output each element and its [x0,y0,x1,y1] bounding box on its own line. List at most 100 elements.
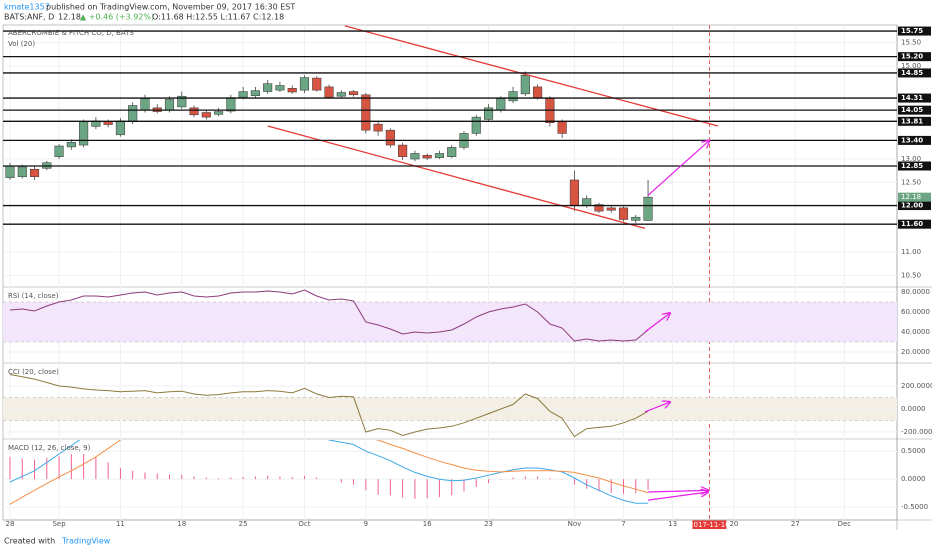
trendline [344,25,719,127]
price-label-bg [898,192,931,202]
histogram-bar [463,479,465,492]
x-tick-label: 7 [621,520,625,528]
level-label-bg [898,201,931,211]
y-tick-label: 11.00 [901,248,921,256]
histogram-bar [635,479,637,494]
level-label: 12.85 [901,162,923,170]
histogram-bar [181,474,183,480]
candle-body [201,112,211,118]
candle-body [496,98,506,111]
change: ▲ +0.46 (+3.92%) [80,13,154,22]
candle-body [189,107,199,116]
histogram-bar [377,479,379,495]
x-tick-label: 13 [668,520,677,528]
date-marker-label: 2017-11-16 [689,521,730,529]
level-label-bg [898,116,931,126]
histogram-bar [303,475,305,480]
x-tick-label: 9 [364,520,368,528]
candle-body [226,97,236,112]
candle-body [434,153,444,158]
candle-body [115,120,125,136]
candle-body [557,121,567,134]
histogram-bar [95,456,97,480]
histogram-bar [573,479,575,485]
y-tick-label: 15.50 [901,39,921,47]
arrow [647,492,708,501]
x-tick-label: Sep [52,520,66,528]
candle-body [324,86,334,98]
level-label-bg [898,26,931,36]
histogram-bar [622,479,624,494]
x-tick-label: 16 [423,520,432,528]
footer-created: Created with [4,537,55,546]
histogram-bar [193,476,195,480]
candle-body [471,116,481,134]
candle-body [618,207,629,220]
candle-body [385,129,395,146]
x-tick-label: 27 [791,520,800,528]
y-tick-label: 15.00 [901,62,921,70]
level-label: 14.85 [901,69,923,77]
y-tick-label: 0.0000 [901,475,926,483]
y-tick-label: 40.0000 [901,328,930,336]
price: 12.18 [58,13,81,22]
candle-body [214,111,224,115]
ohlc: O:11.68 H:12.55 L:11.67 C:12.18 [152,13,284,22]
histogram-bar [169,474,171,480]
candle-body [5,165,15,178]
panel-title: ABERCROMBIE & FITCH CO, D, BATS [8,29,134,37]
histogram-bar [438,479,440,498]
candle-body [66,142,76,148]
author[interactable]: kmate1357 [4,3,50,12]
level-label: 14.05 [901,106,923,114]
published: published on TradingView.com, November 0… [46,3,295,12]
histogram-bar [83,453,85,480]
y-tick-label: 0.0000 [901,405,926,413]
candle-body [103,121,113,125]
candle-body [275,85,285,91]
x-tick-label: 11 [116,520,125,528]
footer-brand[interactable]: TradingView [61,537,111,546]
panel-title: MACD (12, 26, close, 9) [8,444,91,452]
y-tick-label: 20.0000 [901,348,930,356]
candle-body [54,145,64,157]
histogram-bar [242,476,244,480]
candle-body [410,153,420,160]
level-label: 15.75 [901,27,923,35]
arrow [647,140,709,196]
histogram-bar [230,477,232,480]
level-label: 11.60 [901,220,923,228]
level-label: 15.20 [901,53,923,61]
x-tick-label: 25 [239,520,248,528]
y-tick-label: 12.50 [901,178,921,186]
level-label: 14.31 [901,94,923,102]
histogram-bar [9,456,11,480]
candle-body [483,107,494,120]
indicator-line [9,440,649,505]
candle-body [643,196,653,221]
candle-body [299,77,310,91]
candle-body [287,88,297,93]
y-tick-label: 0.5000 [901,447,926,455]
symbol: BATS:ANF, D [4,13,54,22]
histogram-bar [21,458,23,480]
band [3,302,897,342]
indicator-line [9,440,648,504]
candle-body [582,198,592,206]
histogram-bar [389,479,391,496]
histogram-bar [561,479,563,480]
histogram-bar [46,457,48,480]
histogram-bar [340,479,342,483]
histogram-bar [119,467,121,480]
histogram-bar [267,475,269,480]
histogram-bar [107,462,109,480]
level-label-bg [898,52,931,62]
candle-body [164,99,175,111]
candle-body [17,166,27,177]
histogram-bar [488,479,490,484]
histogram-bar [537,476,539,480]
candle-body [606,207,616,211]
panel [3,374,897,438]
histogram-bar [598,479,600,492]
